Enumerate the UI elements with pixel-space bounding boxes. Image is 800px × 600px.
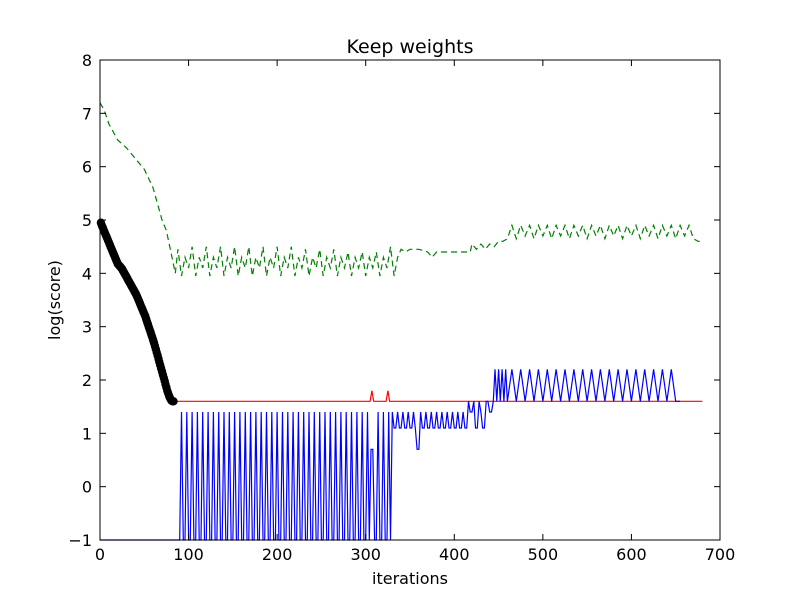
x-tick-label: 200 (262, 545, 293, 564)
x-tick-label: 0 (95, 545, 105, 564)
x-tick-label: 600 (616, 545, 647, 564)
chart-title: Keep weights (347, 36, 474, 58)
x-tick-label: 300 (350, 545, 381, 564)
y-tick-label: 6 (82, 158, 92, 177)
y-axis-label: log(score) (45, 260, 64, 340)
x-tick-label: 100 (173, 545, 204, 564)
x-axis-label: iterations (372, 569, 448, 588)
y-tick-label: 4 (82, 264, 92, 283)
x-tick-label: 400 (439, 545, 470, 564)
y-tick-label: 7 (82, 104, 92, 123)
y-tick-label: 5 (82, 211, 92, 230)
y-tick-label: 0 (82, 478, 92, 497)
x-tick-label: 500 (528, 545, 559, 564)
y-tick-label: −1 (68, 531, 92, 550)
x-tick-label: 700 (705, 545, 736, 564)
y-tick-label: 8 (82, 51, 92, 70)
y-tick-label: 3 (82, 318, 92, 337)
data-point (169, 397, 177, 405)
y-tick-label: 2 (82, 371, 92, 390)
y-tick-label: 1 (82, 424, 92, 443)
